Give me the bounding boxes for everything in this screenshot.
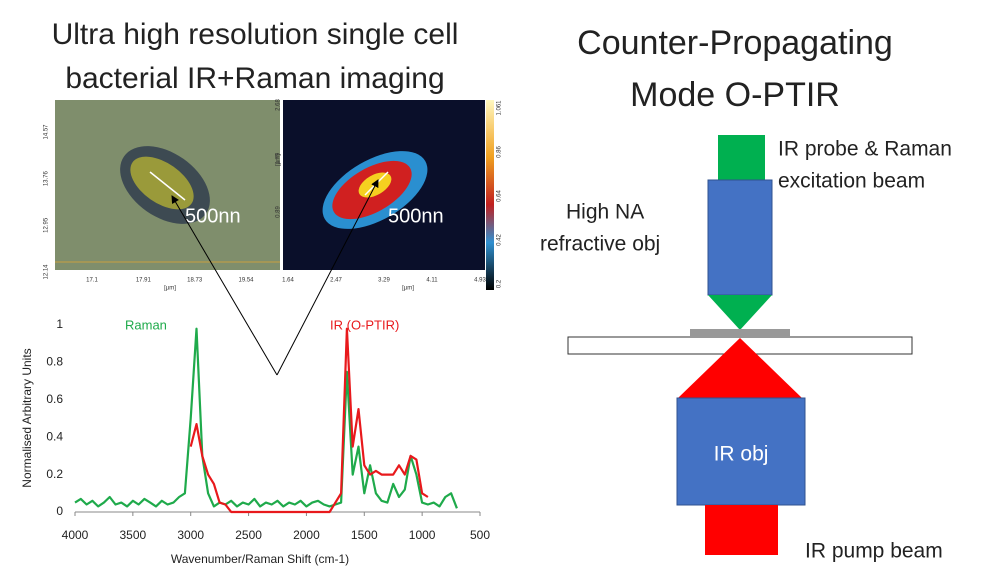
x-tick-label: 4000 bbox=[62, 528, 89, 542]
y-axis-label: Normalised Arbitrary Units bbox=[20, 348, 34, 487]
ir-obj-label: IR obj bbox=[714, 443, 769, 466]
legend-label: IR (O-PTIR) bbox=[330, 317, 399, 332]
image-unit: [µm] bbox=[276, 154, 282, 166]
image-tick-label: 1.64 bbox=[282, 278, 294, 284]
image-tick-label: 12.95 bbox=[44, 217, 50, 233]
y-tick-label: 0.8 bbox=[46, 355, 63, 369]
y-tick-label: 0.4 bbox=[46, 429, 63, 443]
y-tick-label: 0 bbox=[56, 504, 63, 518]
x-tick-label: 2500 bbox=[235, 528, 262, 542]
legend-label: Raman bbox=[125, 317, 167, 332]
image-tick-label: 4.93 bbox=[474, 278, 486, 284]
objective bbox=[708, 180, 772, 295]
probe-beam bbox=[718, 135, 765, 180]
x-axis-label: Wavenumber/Raman Shift (cm-1) bbox=[171, 552, 349, 566]
colorbar-tick-label: 0.86 bbox=[497, 146, 503, 158]
probe-label: excitation beam bbox=[778, 170, 925, 193]
pump-label: IR pump beam bbox=[805, 540, 943, 563]
title-left: Ultra high resolution single cell bbox=[52, 18, 459, 51]
pump-beam bbox=[705, 505, 778, 555]
colorbar-tick-label: 0.64 bbox=[497, 190, 503, 202]
image-tick-label: 12.14 bbox=[44, 264, 50, 280]
title-left: bacterial IR+Raman imaging bbox=[65, 62, 444, 95]
image-tick-label: 14.57 bbox=[44, 124, 50, 140]
x-tick-label: 3500 bbox=[120, 528, 147, 542]
image-tick-label: 17.1 bbox=[86, 278, 98, 284]
objective-label: High NA bbox=[566, 201, 644, 224]
image-tick-label: 19.54 bbox=[238, 278, 254, 284]
image-tick-label: 18.73 bbox=[187, 278, 203, 284]
y-tick-label: 0.6 bbox=[46, 392, 63, 406]
image-tick-label: 3.29 bbox=[378, 278, 390, 284]
colorbar-tick-label: 1.061 bbox=[497, 100, 503, 116]
image-tick-label: 17.91 bbox=[136, 278, 152, 284]
title-right: Mode O-PTIR bbox=[630, 76, 840, 114]
y-tick-label: 1 bbox=[56, 317, 63, 331]
scale-label: 500nn bbox=[388, 205, 444, 227]
colorbar bbox=[486, 100, 494, 290]
x-tick-label: 1000 bbox=[409, 528, 436, 542]
x-tick-label: 500 bbox=[470, 528, 490, 542]
x-tick-label: 3000 bbox=[177, 528, 204, 542]
slide: Ultra high resolution single cell bacter… bbox=[0, 0, 990, 570]
objective-label: refractive obj bbox=[540, 233, 660, 256]
probe-label: IR probe & Raman bbox=[778, 138, 952, 161]
x-tick-label: 2000 bbox=[293, 528, 320, 542]
image-tick-label: 2.68 bbox=[276, 99, 282, 111]
colorbar-tick-label: 0.42 bbox=[497, 234, 503, 246]
image-tick-label: 2.47 bbox=[330, 278, 342, 284]
focus-cone bbox=[708, 295, 772, 330]
title-right: Counter-Propagating bbox=[577, 24, 893, 62]
image-tick-label: 4.11 bbox=[426, 278, 438, 284]
y-tick-label: 0.2 bbox=[46, 467, 63, 481]
image-unit: [µm] bbox=[402, 286, 414, 292]
image-unit: [µm] bbox=[164, 286, 176, 292]
x-tick-label: 1500 bbox=[351, 528, 378, 542]
image-tick-label: 0.89 bbox=[276, 206, 282, 218]
scale-label: 500nn bbox=[185, 205, 241, 227]
sample bbox=[690, 329, 790, 336]
image-tick-label: 13.76 bbox=[44, 170, 50, 186]
colorbar-tick-label: 0.2 bbox=[497, 279, 503, 288]
